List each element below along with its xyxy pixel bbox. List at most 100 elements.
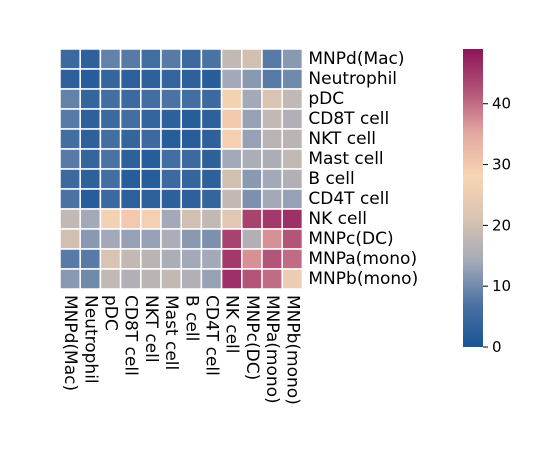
colorbar-tick-label: 10 [492,277,511,295]
heatmap-cell [200,128,223,150]
heatmap-cell [99,48,122,70]
heatmap-cell [59,48,81,70]
heatmap-cell [180,68,203,90]
heatmap-cell [160,148,182,170]
heatmap-cell [241,228,263,250]
heatmap-cell [160,208,182,230]
heatmap-cell [59,108,81,130]
heatmap-cell [200,148,223,170]
heatmap-cell [99,108,122,130]
column-label: Neutrophil [80,295,100,384]
row-label: pDC [308,89,344,109]
heatmap-cell [180,108,203,130]
heatmap-cell [281,108,304,130]
heatmap-cell [241,148,263,170]
heatmap-cell [140,208,162,230]
heatmap-cell [119,68,142,90]
heatmap-cell [160,48,182,70]
heatmap-cell [119,208,142,230]
heatmap-cell [180,48,203,70]
heatmap-cell [79,88,102,110]
heatmap-cell [119,188,142,210]
row-label: MNPc(DC) [308,229,393,249]
heatmap-cell [160,268,182,290]
column-label: CD4T cell [202,295,222,376]
heatmap-cell [241,208,263,230]
column-label: NKT cell [141,295,161,363]
heatmap-cell [140,248,162,270]
heatmap-cell [59,148,81,170]
heatmap-cell [140,148,162,170]
heatmap-cell [180,128,203,150]
heatmap-cell [140,168,162,190]
heatmap-cell [281,148,304,170]
heatmap-cell [261,268,283,290]
heatmap-cell [119,108,142,130]
heatmap-cell [99,208,122,230]
heatmap-cell [79,208,102,230]
heatmap-cell [281,88,304,110]
heatmap-cell [281,128,304,150]
heatmap-cell [220,108,243,130]
column-label: MNPb(mono) [282,295,302,405]
colorbar-tick-label: 40 [492,95,511,113]
heatmap-cell [281,208,304,230]
heatmap-cell [59,188,81,210]
heatmap-cell [180,208,203,230]
heatmap-cell [241,128,263,150]
row-label: MNPb(mono) [308,269,418,289]
heatmap-cell [180,228,203,250]
heatmap-cell [241,88,263,110]
heatmap-cell [241,108,263,130]
heatmap-cell [99,188,122,210]
heatmap-cell [261,68,283,90]
heatmap-cell [281,268,304,290]
heatmap-cell [119,48,142,70]
heatmap-cell [241,248,263,270]
heatmap-cell [99,268,122,290]
heatmap-cell [160,248,182,270]
heatmap-cell [119,128,142,150]
colorbar-tick-label: 30 [492,156,511,174]
heatmap-cell [281,188,304,210]
heatmap-cell [119,268,142,290]
column-label: MNPa(mono) [262,295,282,404]
heatmap-cell [281,68,304,90]
heatmap-cell [261,48,283,70]
heatmap-cell [200,188,223,210]
heatmap-cell [281,228,304,250]
heatmap-cell [200,88,223,110]
heatmap-cell [220,88,243,110]
heatmap-cell [180,148,203,170]
heatmap-cell [79,148,102,170]
heatmap-cell [79,168,102,190]
heatmap-cell [99,88,122,110]
row-label: Neutrophil [308,69,397,89]
heatmap-cell [59,88,81,110]
heatmap-cell [79,68,102,90]
column-label: pDC [101,295,121,331]
heatmap-cell [200,228,223,250]
heatmap-cell [180,188,203,210]
heatmap-cell [200,48,223,70]
heatmap-cell [241,188,263,210]
heatmap-cell [200,108,223,130]
heatmap-cell [79,268,102,290]
heatmap-cell [160,108,182,130]
heatmap-cell [220,268,243,290]
heatmap-cell [261,248,283,270]
heatmap-cell [160,228,182,250]
column-label: MNPd(Mac) [60,295,80,391]
heatmap-cell [79,188,102,210]
heatmap-cell [99,248,122,270]
heatmap-cell [59,248,81,270]
heatmap-cell [220,248,243,270]
heatmap-cell [200,268,223,290]
heatmap-cell [241,48,263,70]
heatmap-cell [79,128,102,150]
heatmap-cell [261,108,283,130]
heatmap-cell [99,168,122,190]
heatmap-cell [99,148,122,170]
heatmap-cell [140,188,162,210]
